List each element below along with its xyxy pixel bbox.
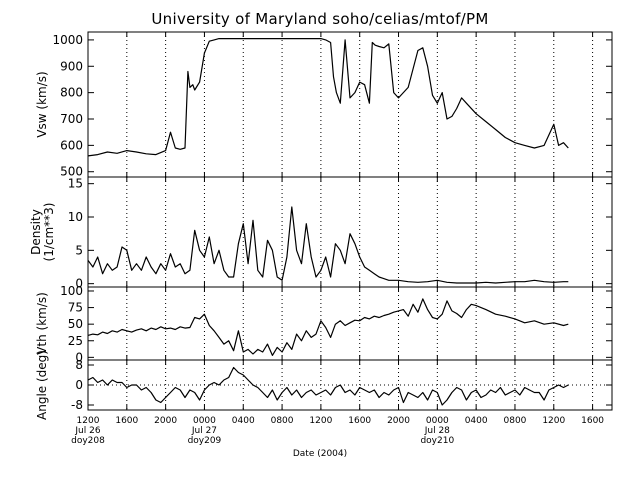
x-tick-label: 0400 <box>232 416 255 426</box>
y-tick-label: 600 <box>60 138 83 152</box>
x-axis-label: Date (2004) <box>292 449 348 459</box>
series-line <box>87 38 569 157</box>
y-axis-label: Vsw (km/s) <box>35 71 49 137</box>
x-tick-label: 1600 <box>115 416 138 426</box>
y-tick-label: 1000 <box>52 33 83 47</box>
y-tick-label: 8 <box>75 358 83 372</box>
y-axis-label-line: Vsw (km/s) <box>35 71 49 137</box>
y-axis-label: Vth (km/s) <box>35 292 49 355</box>
x-tick-label: Jul 28 <box>424 426 450 436</box>
x-tick-label: 0400 <box>465 416 488 426</box>
x-tick-label: doy208 <box>71 436 105 446</box>
x-tick-label: Jul 26 <box>74 426 100 436</box>
y-tick-label: 800 <box>60 86 83 100</box>
x-tick-label: 0000 <box>193 416 216 426</box>
x-tick-label: 1200 <box>309 416 332 426</box>
x-tick-label: 2000 <box>154 416 177 426</box>
panel-3: 0 25 50 75 100 Vth (km/s) <box>35 284 613 364</box>
y-tick-label: 0 <box>75 350 83 364</box>
x-tick-label: 2000 <box>387 416 410 426</box>
y-tick-label: 50 <box>68 317 83 331</box>
x-tick-label: 1200 <box>542 416 565 426</box>
series-line <box>87 206 569 284</box>
panel-frame <box>87 286 613 361</box>
y-tick-label: 10 <box>68 210 83 224</box>
x-tick-label: Jul 27 <box>191 426 217 436</box>
panel-frame <box>87 31 613 178</box>
y-axis-label: Density(1/cm**3) <box>29 203 56 262</box>
y-tick-label: 900 <box>60 59 83 73</box>
x-tick-label: 1600 <box>581 416 604 426</box>
y-tick-label: 5 <box>75 243 83 257</box>
y-tick-label: 100 <box>60 284 83 298</box>
y-tick-label: -8 <box>71 398 83 412</box>
series-line <box>87 298 569 356</box>
y-tick-label: 0 <box>75 378 83 392</box>
y-axis-label-line: Density <box>29 209 43 255</box>
x-tick-label: 1600 <box>348 416 371 426</box>
y-axis-label-line: Vth (km/s) <box>35 292 49 355</box>
x-tick-label: 1200 <box>77 416 100 426</box>
panel-frame <box>87 176 613 288</box>
panel-frame <box>87 359 613 411</box>
y-tick-label: 25 <box>68 334 83 348</box>
x-tick-label: doy210 <box>420 436 454 446</box>
y-tick-label: 75 <box>68 301 83 315</box>
y-axis-label-line: Angle (deg) <box>35 350 49 420</box>
y-tick-label: 500 <box>60 165 83 179</box>
y-tick-label: 0 <box>75 277 83 291</box>
x-tick-label: doy209 <box>188 436 222 446</box>
y-tick-label: 15 <box>68 177 83 191</box>
y-axis-label: Angle (deg) <box>35 350 49 420</box>
panel-2: 0 5 10 15 Density(1/cm**3) <box>29 176 613 291</box>
y-tick-label: 700 <box>60 112 83 126</box>
x-tick-label: 0000 <box>426 416 449 426</box>
panel-1: 500 600 700 800 900 1000 Vsw (km/s) <box>35 31 613 179</box>
x-tick-label: 0800 <box>504 416 527 426</box>
x-tick-label: 0800 <box>271 416 294 426</box>
chart-title: University of Maryland soho/celias/mtof/… <box>151 10 489 28</box>
series-line <box>87 366 569 406</box>
y-axis-label-line: (1/cm**3) <box>42 203 56 262</box>
